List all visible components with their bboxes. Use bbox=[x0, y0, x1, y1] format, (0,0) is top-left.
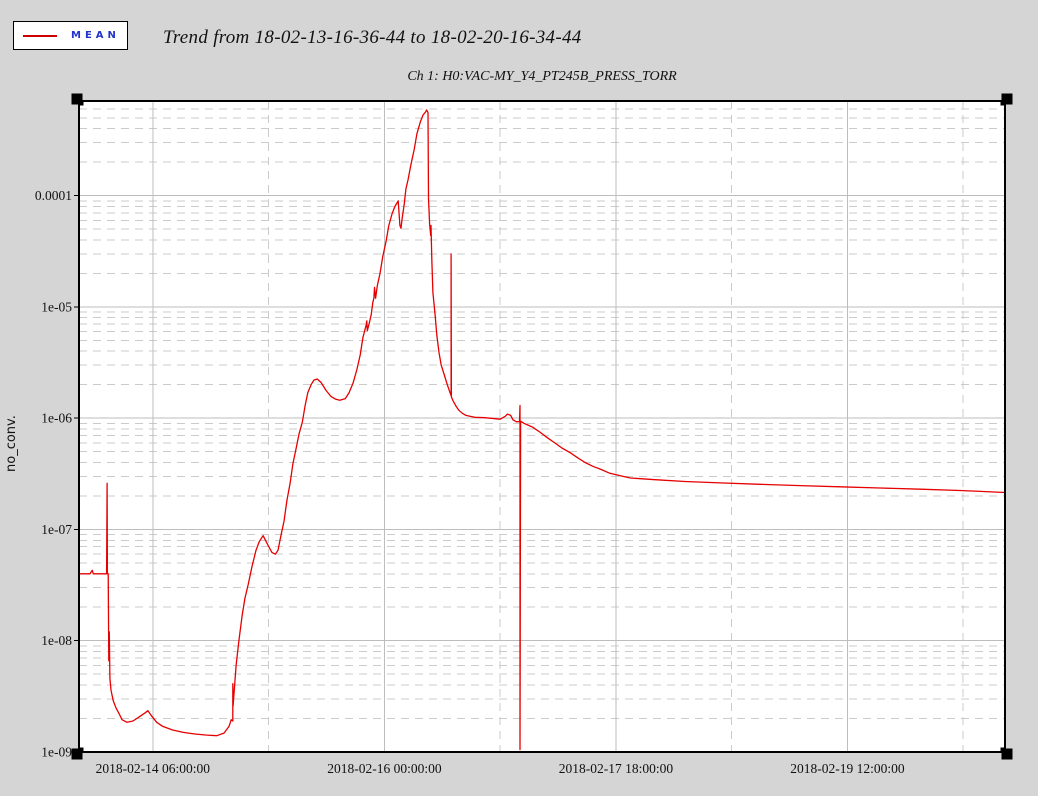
corner-handles bbox=[71, 93, 1013, 760]
gridlines-minor bbox=[79, 101, 1005, 757]
x-axis-ticks: 2018-02-14 06:00:00 2018-02-16 00:00:00 20… bbox=[96, 761, 905, 776]
y-tick-label: 1e-05 bbox=[41, 300, 72, 315]
x-tick-label: 2018-02-17 18:00:00 bbox=[559, 761, 674, 776]
x-tick-label: 2018-02-16 00:00:00 bbox=[327, 761, 442, 776]
corner-handle-inner[interactable] bbox=[78, 100, 84, 106]
legend-line-swatch bbox=[23, 34, 57, 37]
plot-frame bbox=[78, 100, 1006, 753]
corner-handle-inner[interactable] bbox=[1000, 747, 1006, 753]
y-tick-label: 1e-06 bbox=[41, 411, 72, 426]
y-axis-ticks: 0.0001 1e-05 1e-06 1e-07 1e-08 1e-09 bbox=[35, 188, 79, 760]
legend-box: MEAN bbox=[13, 21, 128, 50]
corner-handle[interactable] bbox=[71, 93, 83, 105]
corner-handle[interactable] bbox=[1001, 93, 1013, 105]
x-tick-label: 2018-02-14 06:00:00 bbox=[96, 761, 211, 776]
corner-handle-inner[interactable] bbox=[78, 747, 84, 753]
corner-handle-inner[interactable] bbox=[1000, 100, 1006, 106]
y-tick-label: 1e-08 bbox=[41, 633, 72, 648]
legend-label: MEAN bbox=[71, 30, 120, 41]
y-tick-label: 0.0001 bbox=[35, 188, 72, 203]
chart-title: Trend from 18-02-13-16-36-44 to 18-02-20… bbox=[163, 27, 582, 48]
y-tick-label: 1e-07 bbox=[41, 522, 72, 537]
y-tick-label: 1e-09 bbox=[41, 745, 72, 760]
gridlines-major bbox=[79, 101, 1005, 752]
x-tick-label: 2018-02-19 12:00:00 bbox=[790, 761, 905, 776]
corner-handle[interactable] bbox=[71, 748, 83, 760]
trend-line bbox=[79, 109, 1006, 751]
chart-subtitle: Ch 1: H0:VAC-MY_Y4_PT245B_PRESS_TORR bbox=[407, 69, 677, 84]
corner-handle[interactable] bbox=[1001, 748, 1013, 760]
plot-area bbox=[79, 101, 1005, 752]
